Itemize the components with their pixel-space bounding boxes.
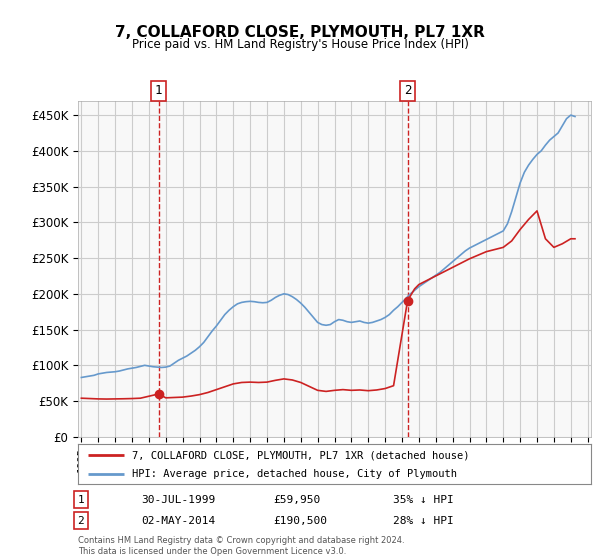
Text: 28% ↓ HPI: 28% ↓ HPI	[393, 516, 454, 526]
Text: 1: 1	[155, 85, 163, 97]
Text: £190,500: £190,500	[273, 516, 327, 526]
Text: 7, COLLAFORD CLOSE, PLYMOUTH, PL7 1XR (detached house): 7, COLLAFORD CLOSE, PLYMOUTH, PL7 1XR (d…	[132, 450, 469, 460]
Text: £59,950: £59,950	[273, 494, 320, 505]
Text: 30-JUL-1999: 30-JUL-1999	[141, 494, 215, 505]
Text: 35% ↓ HPI: 35% ↓ HPI	[393, 494, 454, 505]
Text: 7, COLLAFORD CLOSE, PLYMOUTH, PL7 1XR: 7, COLLAFORD CLOSE, PLYMOUTH, PL7 1XR	[115, 25, 485, 40]
Text: 1: 1	[77, 494, 85, 505]
Text: 2: 2	[77, 516, 85, 526]
Text: Price paid vs. HM Land Registry's House Price Index (HPI): Price paid vs. HM Land Registry's House …	[131, 38, 469, 50]
Text: HPI: Average price, detached house, City of Plymouth: HPI: Average price, detached house, City…	[132, 469, 457, 479]
Text: 02-MAY-2014: 02-MAY-2014	[141, 516, 215, 526]
Text: 2: 2	[404, 85, 412, 97]
Text: Contains HM Land Registry data © Crown copyright and database right 2024.
This d: Contains HM Land Registry data © Crown c…	[78, 536, 404, 556]
